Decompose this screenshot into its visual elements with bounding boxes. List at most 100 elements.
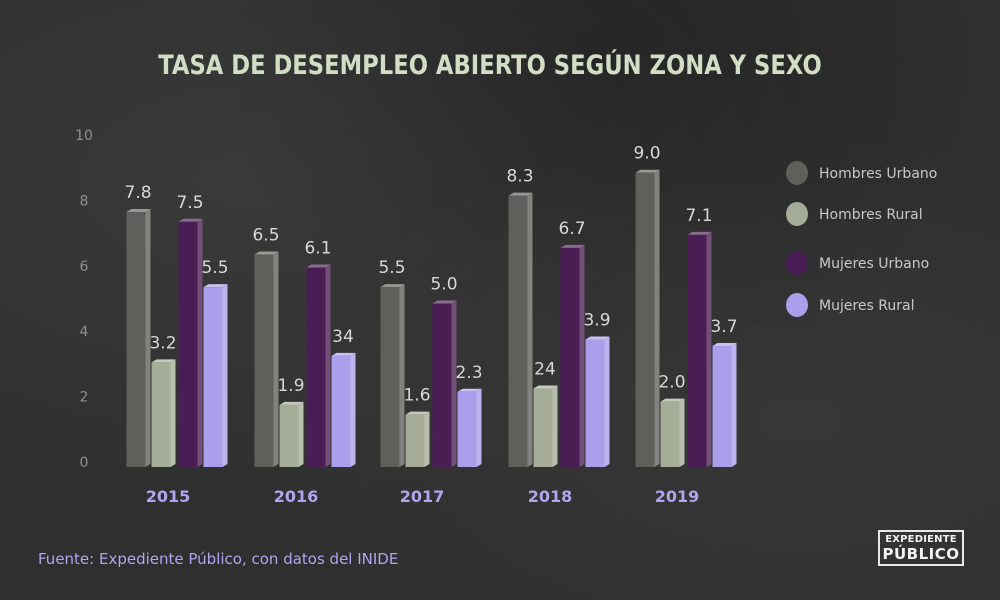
- bar: [660, 401, 680, 467]
- data-label: 3.7: [710, 317, 737, 337]
- bar: [432, 303, 452, 467]
- bar-top: [405, 411, 430, 415]
- y-tick-label: 2: [80, 390, 89, 406]
- bar-side: [654, 169, 660, 467]
- bar-top: [712, 343, 737, 347]
- bar-top: [306, 264, 331, 268]
- bar-top: [687, 231, 712, 235]
- data-label: 7.8: [124, 183, 151, 203]
- data-label: 7.1: [685, 206, 712, 226]
- bar-top: [254, 251, 279, 255]
- bar-side: [731, 343, 737, 467]
- data-label: 3.9: [583, 310, 610, 330]
- data-label: 3.2: [149, 333, 176, 353]
- data-label: 6.7: [558, 219, 585, 239]
- x-tick-label: 2015: [146, 487, 191, 506]
- bar: [279, 404, 299, 467]
- x-tick-label: 2017: [400, 487, 445, 506]
- bar: [687, 234, 707, 467]
- bar-side: [350, 352, 356, 467]
- data-label: 9.0: [633, 144, 660, 164]
- bar-side: [552, 385, 558, 467]
- bar-top: [151, 359, 176, 363]
- legend-label: Mujeres Urbano: [819, 256, 929, 272]
- data-label: 34: [332, 327, 354, 347]
- data-label: 5.5: [378, 258, 405, 278]
- data-label: 24: [534, 360, 556, 380]
- bar-top: [457, 388, 482, 392]
- y-tick-label: 10: [75, 128, 93, 144]
- bar-side: [527, 192, 533, 467]
- bar-side: [451, 300, 457, 467]
- bar-top: [178, 218, 203, 222]
- data-label: 5.5: [201, 258, 228, 278]
- x-tick-label: 2018: [528, 487, 573, 506]
- chart-title: TASA DE DESEMPLEO ABIERTO SEGÚN ZONA Y S…: [158, 50, 822, 81]
- legend-label: Hombres Rural: [819, 207, 923, 223]
- logo-line-2: PÚBLICO: [882, 545, 960, 563]
- data-label: 2.3: [455, 363, 482, 383]
- bar-side: [476, 388, 482, 467]
- bar-side: [170, 359, 176, 467]
- data-label: 1.6: [403, 386, 430, 406]
- bar: [178, 221, 198, 467]
- legend-marker: [786, 251, 808, 275]
- bar-top: [279, 401, 304, 405]
- bar-side: [222, 284, 228, 467]
- bar: [203, 287, 223, 467]
- bar: [254, 254, 274, 467]
- bar: [560, 247, 580, 467]
- bar-top: [126, 208, 151, 212]
- bar-top: [380, 284, 405, 288]
- bar-top: [660, 398, 685, 402]
- data-label: 8.3: [506, 167, 533, 187]
- x-tick-label: 2016: [274, 487, 319, 506]
- bar-top: [203, 284, 228, 288]
- bar-top: [533, 385, 558, 389]
- y-tick-label: 0: [80, 455, 89, 471]
- bar: [331, 355, 351, 467]
- bar-side: [604, 336, 610, 467]
- logo-line-1: EXPEDIENTE: [885, 534, 957, 545]
- bar: [712, 346, 732, 467]
- bar-side: [325, 264, 331, 467]
- bar: [508, 195, 528, 467]
- bar-side: [579, 244, 585, 467]
- legend-marker: [786, 293, 808, 317]
- bar-side: [197, 218, 203, 467]
- y-tick-label: 4: [80, 324, 89, 340]
- bar: [126, 211, 146, 467]
- bar-side: [424, 411, 430, 467]
- bar-side: [679, 398, 685, 467]
- bar-side: [273, 251, 279, 467]
- bar-top: [508, 192, 533, 196]
- bar: [380, 287, 400, 467]
- bar-top: [585, 336, 610, 340]
- data-label: 6.1: [304, 239, 331, 259]
- source-note: Fuente: Expediente Público, con datos de…: [38, 550, 399, 568]
- data-label: 2.0: [658, 373, 685, 393]
- data-label: 7.5: [176, 193, 203, 213]
- legend-label: Mujeres Rural: [819, 298, 914, 314]
- data-label: 6.5: [252, 225, 279, 245]
- expediente-publico-logo: EXPEDIENTE PÚBLICO: [878, 530, 964, 566]
- bar: [533, 388, 553, 467]
- legend-marker: [786, 161, 808, 185]
- bar: [457, 391, 477, 467]
- bar: [306, 267, 326, 467]
- bar-top: [635, 169, 660, 173]
- bar-side: [145, 208, 151, 467]
- legend-label: Hombres Urbano: [819, 166, 937, 182]
- bar-side: [706, 231, 712, 467]
- bar: [635, 172, 655, 467]
- bar-top: [432, 300, 457, 304]
- bar-top: [560, 244, 585, 248]
- data-label: 1.9: [277, 376, 304, 396]
- data-label: 5.0: [430, 275, 457, 295]
- bar: [585, 339, 605, 467]
- legend-marker: [786, 202, 808, 226]
- y-tick-label: 8: [80, 193, 89, 209]
- bar-side: [399, 284, 405, 467]
